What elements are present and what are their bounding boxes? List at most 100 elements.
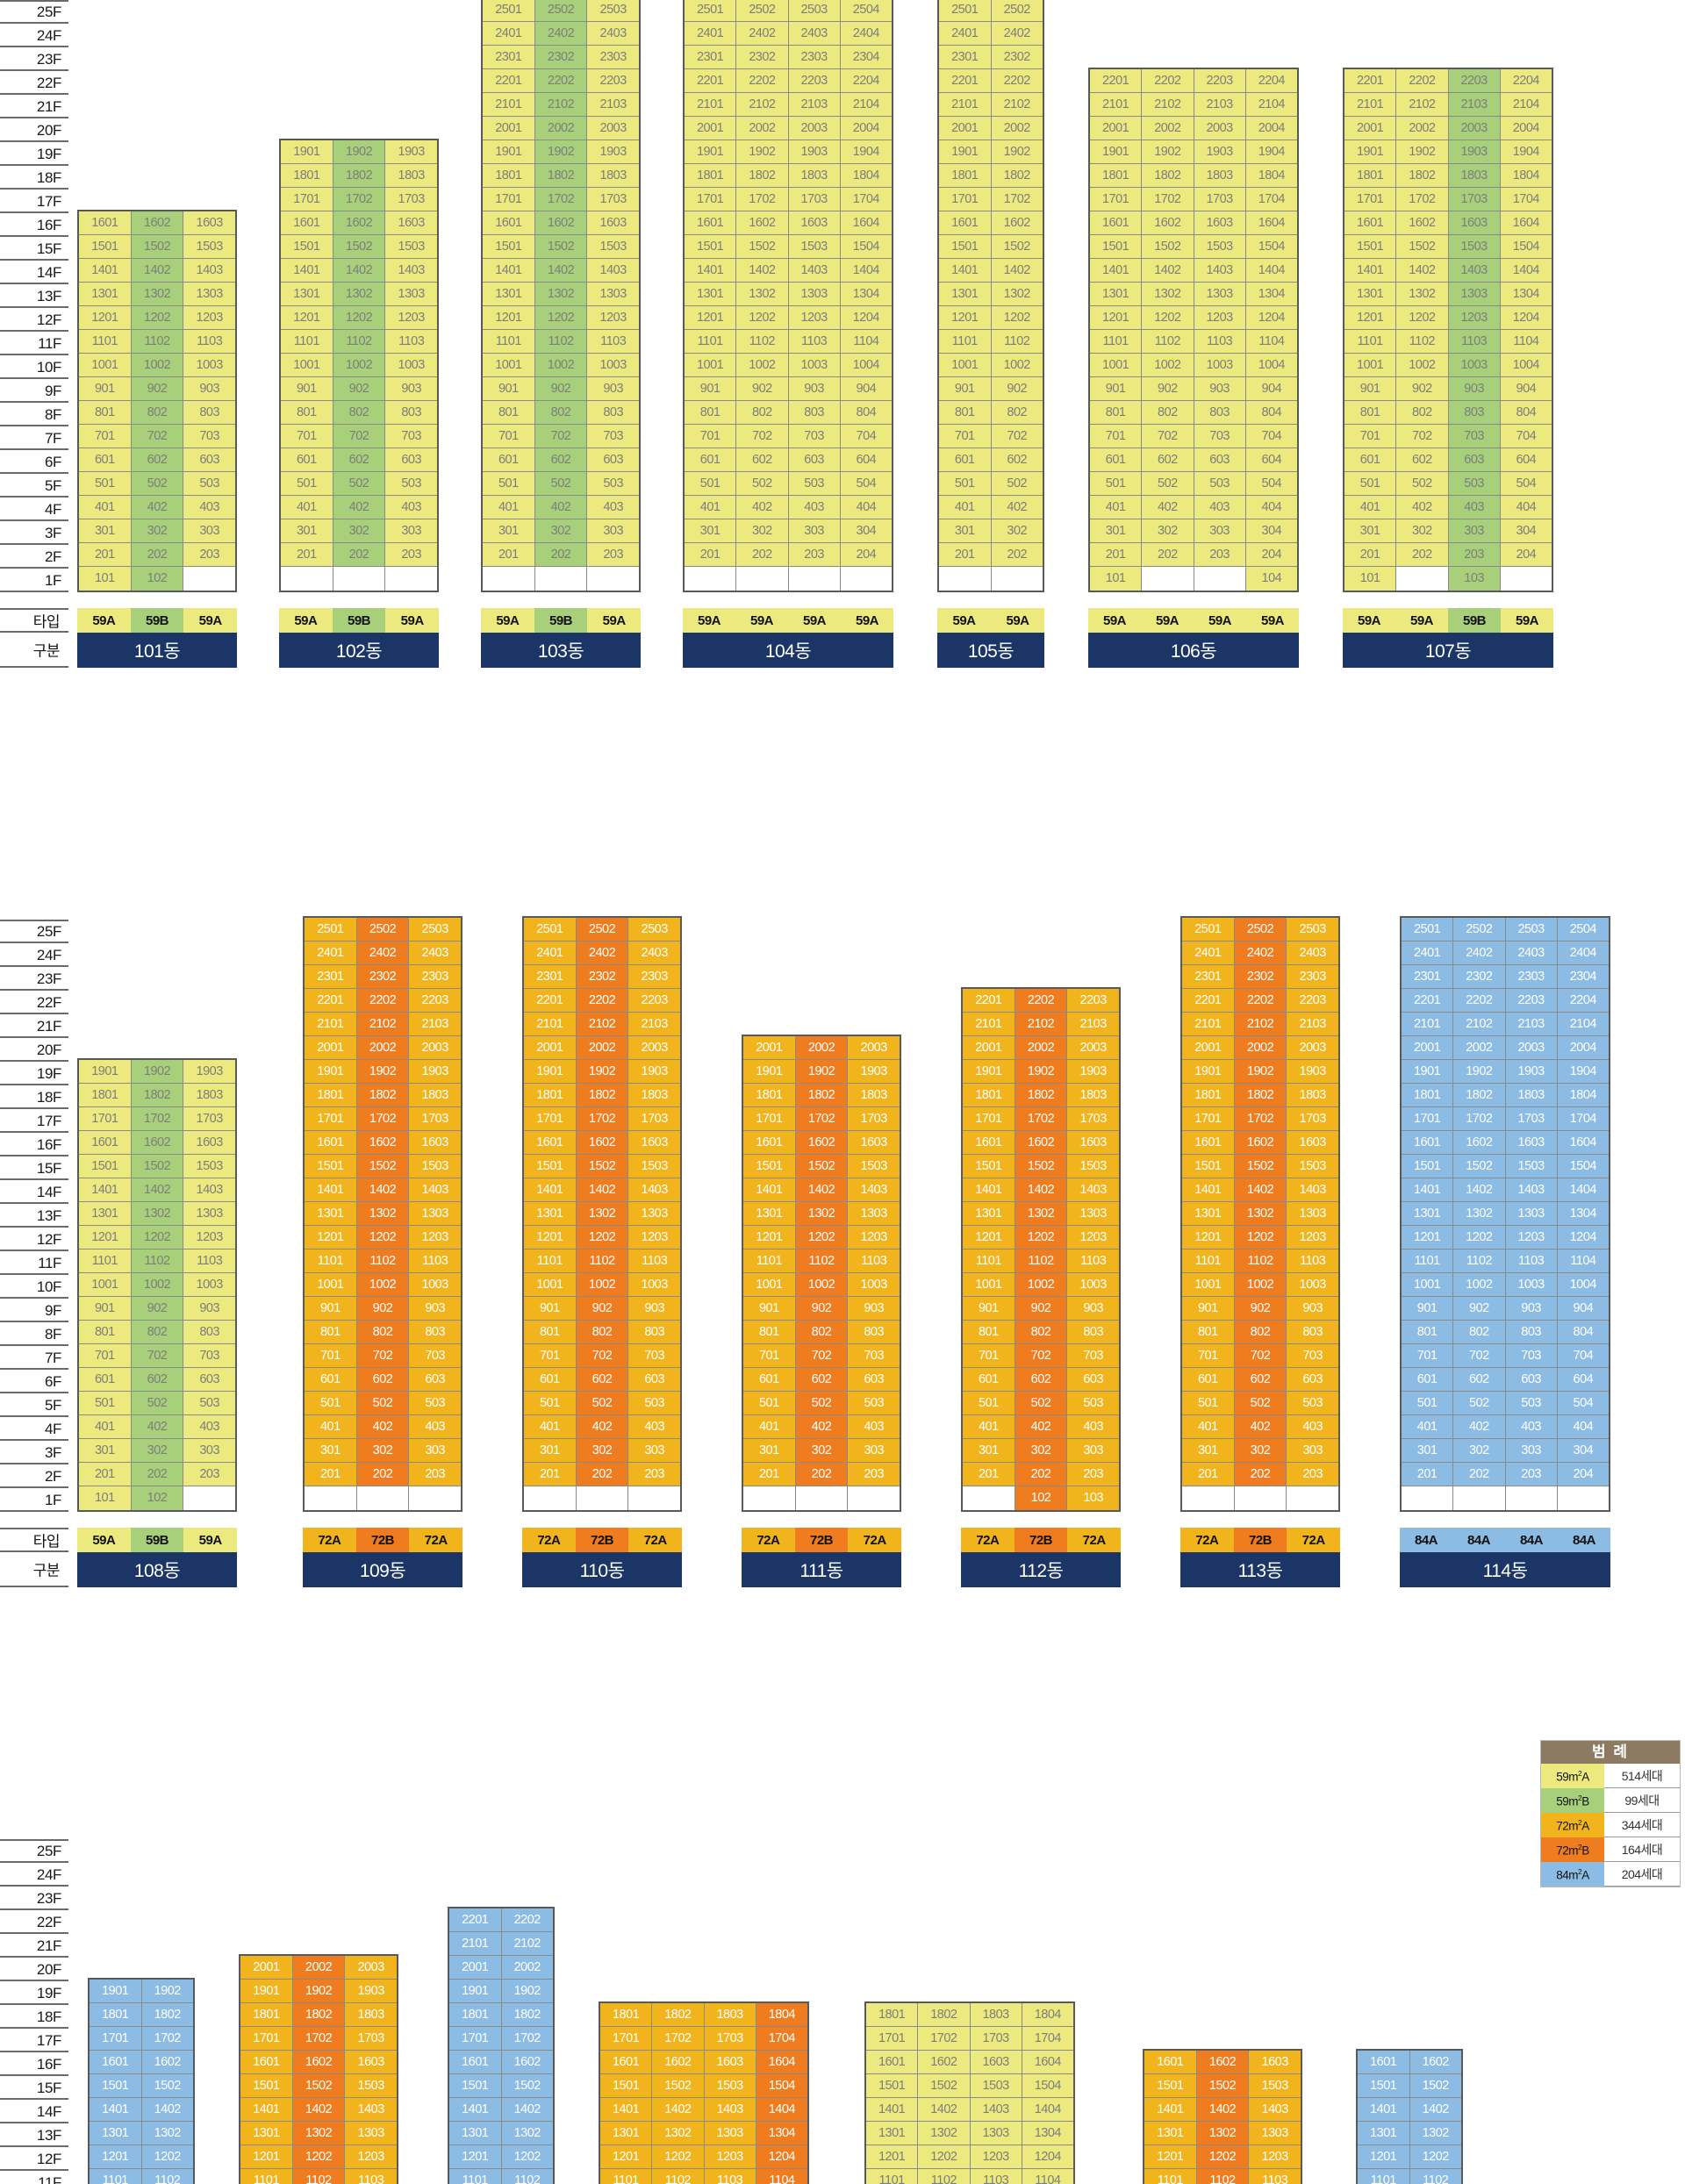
unit-cell[interactable]: 1501	[1358, 2074, 1410, 2098]
unit-cell[interactable]: 1202	[1409, 2145, 1461, 2169]
unit-cell[interactable]: 1403	[1067, 1178, 1120, 1202]
unit-cell[interactable]: 2401	[483, 22, 535, 46]
unit-cell[interactable]: 601	[281, 448, 333, 472]
unit-cell[interactable]: 2202	[1015, 989, 1068, 1013]
unit-cell[interactable]: 802	[736, 401, 789, 425]
unit-cell[interactable]: 902	[333, 377, 386, 401]
unit-cell[interactable]: 201	[483, 543, 535, 567]
unit-cell[interactable]: 701	[1182, 1344, 1235, 1368]
unit-cell[interactable]: 1903	[1448, 140, 1501, 164]
unit-cell[interactable]: 203	[1067, 1463, 1120, 1486]
unit-cell[interactable]: 301	[743, 1439, 796, 1463]
unit-cell[interactable]: 1801	[90, 2003, 142, 2027]
unit-cell[interactable]: 1204	[1245, 306, 1297, 330]
unit-cell[interactable]: 1601	[1182, 1131, 1235, 1155]
unit-cell[interactable]: 2201	[1182, 989, 1235, 1013]
unit-cell[interactable]: 703	[1287, 1344, 1339, 1368]
unit-cell[interactable]: 801	[281, 401, 333, 425]
unit-cell[interactable]: 702	[131, 425, 184, 448]
unit-cell[interactable]: 1601	[1144, 2051, 1197, 2074]
unit-cell[interactable]: 803	[183, 1321, 236, 1344]
unit-cell[interactable]: 2101	[685, 93, 737, 117]
unit-cell[interactable]: 903	[1505, 1297, 1558, 1321]
unit-cell[interactable]: 1602	[131, 1131, 184, 1155]
unit-cell[interactable]: 403	[385, 496, 438, 519]
unit-cell[interactable]: 1202	[991, 306, 1043, 330]
unit-cell[interactable]: 1001	[1402, 1273, 1454, 1297]
unit-cell[interactable]: 2202	[736, 69, 789, 93]
unit-cell[interactable]: 1904	[1500, 140, 1552, 164]
unit-cell[interactable]: 2402	[1234, 942, 1287, 965]
unit-cell[interactable]: 1304	[840, 283, 892, 306]
unit-cell[interactable]: 1904	[1557, 1060, 1609, 1084]
unit-cell[interactable]: 1004	[1245, 354, 1297, 377]
unit-cell[interactable]: 1401	[79, 259, 132, 283]
unit-cell[interactable]: 2102	[501, 1932, 553, 1956]
unit-cell[interactable]: 1601	[1344, 211, 1397, 235]
unit-cell[interactable]: 302	[131, 519, 184, 543]
unit-cell[interactable]: 2203	[628, 989, 681, 1013]
unit-cell[interactable]: 1402	[1234, 1178, 1287, 1202]
unit-cell[interactable]: 2002	[736, 117, 789, 140]
unit-cell[interactable]: 302	[1453, 1439, 1506, 1463]
unit-cell[interactable]: 401	[1090, 496, 1143, 519]
unit-cell[interactable]: 2203	[587, 69, 640, 93]
unit-cell[interactable]: 1402	[1396, 259, 1449, 283]
unit-cell[interactable]: 202	[131, 543, 184, 567]
unit-cell[interactable]: 1102	[1453, 1250, 1506, 1273]
unit-cell[interactable]: 1301	[449, 2122, 502, 2145]
unit-cell[interactable]: 1501	[1182, 1155, 1235, 1178]
unit-cell[interactable]: 1503	[1505, 1155, 1558, 1178]
unit-cell[interactable]: 1703	[848, 1107, 900, 1131]
unit-cell[interactable]: 903	[848, 1297, 900, 1321]
unit-cell[interactable]: 604	[1500, 448, 1552, 472]
unit-cell[interactable]: 1604	[840, 211, 892, 235]
unit-cell[interactable]: 901	[305, 1297, 357, 1321]
unit-cell[interactable]: 1602	[501, 2051, 553, 2074]
unit-cell[interactable]: 1702	[1015, 1107, 1068, 1131]
unit-cell[interactable]: 502	[1142, 472, 1194, 496]
unit-cell[interactable]: 1802	[736, 164, 789, 188]
unit-cell[interactable]: 1203	[1067, 1226, 1120, 1250]
unit-cell[interactable]: 403	[183, 1415, 236, 1439]
unit-cell[interactable]: 1003	[1067, 1273, 1120, 1297]
unit-cell[interactable]: 203	[1448, 543, 1501, 567]
unit-cell[interactable]: 703	[409, 1344, 462, 1368]
unit-cell[interactable]: 1301	[240, 2122, 293, 2145]
unit-cell[interactable]: 503	[183, 472, 236, 496]
unit-cell[interactable]: 301	[685, 519, 737, 543]
unit-cell[interactable]: 1502	[991, 235, 1043, 259]
unit-cell[interactable]: 1401	[483, 259, 535, 283]
unit-cell[interactable]: 1502	[534, 235, 588, 259]
unit-cell[interactable]: 303	[788, 519, 841, 543]
unit-cell[interactable]: 2103	[1505, 1013, 1558, 1036]
unit-cell[interactable]: 2301	[483, 46, 535, 69]
unit-cell[interactable]: 1601	[79, 1131, 132, 1155]
unit-cell[interactable]: 1601	[281, 211, 333, 235]
unit-cell[interactable]: 1502	[131, 1155, 184, 1178]
unit-cell[interactable]: 1402	[652, 2098, 705, 2122]
unit-cell[interactable]: 501	[1182, 1392, 1235, 1415]
unit-cell[interactable]: 1401	[240, 2098, 293, 2122]
unit-cell[interactable]: 802	[356, 1321, 410, 1344]
unit-cell[interactable]: 1801	[281, 164, 333, 188]
unit-cell[interactable]: 2001	[1402, 1036, 1454, 1060]
unit-cell[interactable]: 802	[1234, 1321, 1287, 1344]
unit-cell[interactable]: 404	[840, 496, 892, 519]
unit-cell[interactable]: 2203	[1067, 989, 1120, 1013]
unit-cell[interactable]: 2101	[1402, 1013, 1454, 1036]
unit-cell[interactable]: 802	[795, 1321, 849, 1344]
unit-cell[interactable]: 703	[1505, 1344, 1558, 1368]
unit-cell[interactable]: 1604	[1022, 2051, 1073, 2074]
unit-cell[interactable]: 1701	[939, 188, 992, 211]
unit-cell[interactable]: 1901	[90, 1980, 142, 2003]
unit-cell[interactable]: 1501	[90, 2074, 142, 2098]
unit-cell[interactable]: 1302	[736, 283, 789, 306]
unit-cell[interactable]: 1603	[704, 2051, 756, 2074]
unit-cell[interactable]: 701	[524, 1344, 577, 1368]
unit-cell[interactable]: 1203	[628, 1226, 681, 1250]
unit-cell[interactable]: 1101	[240, 2169, 293, 2184]
unit-cell[interactable]: 1502	[652, 2074, 705, 2098]
unit-cell[interactable]: 2404	[1557, 942, 1609, 965]
unit-cell[interactable]: 703	[628, 1344, 681, 1368]
